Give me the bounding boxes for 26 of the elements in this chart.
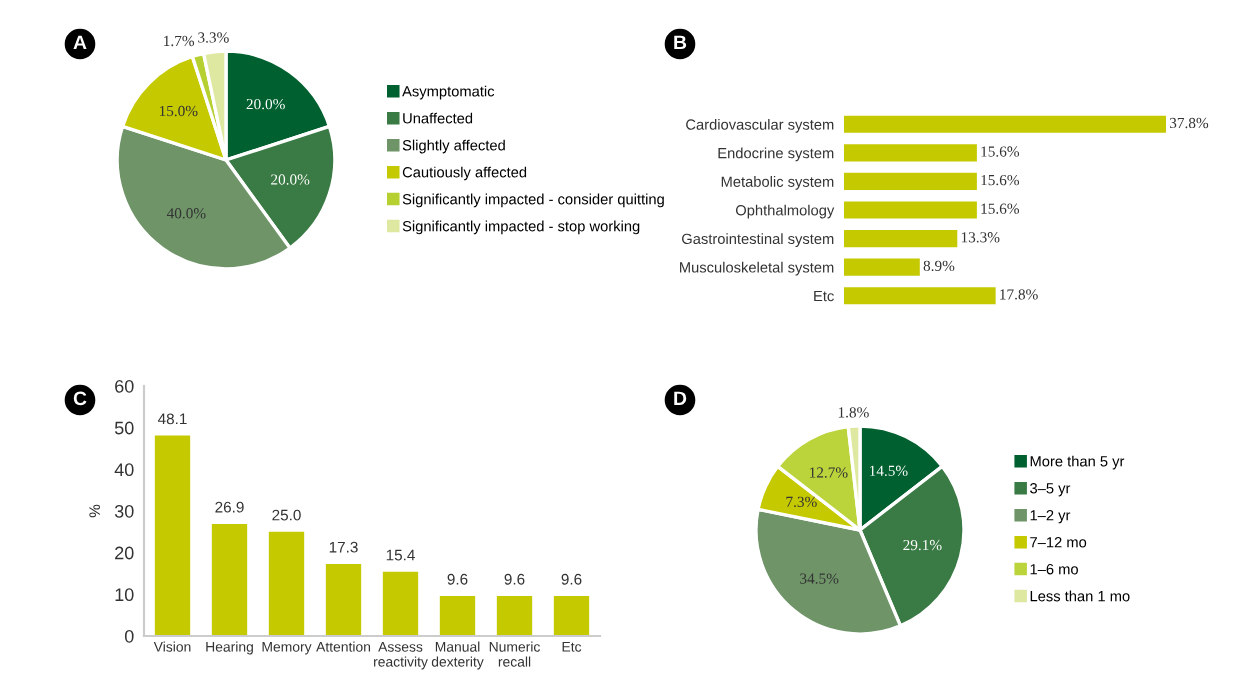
bar — [268, 531, 305, 636]
y-tick-label: 0 — [124, 629, 134, 643]
y-tick-label: 20 — [115, 546, 134, 560]
bar — [154, 435, 191, 636]
bar — [844, 258, 920, 276]
text: A — [73, 35, 87, 50]
bar — [553, 596, 590, 636]
bar — [844, 172, 977, 190]
y-tick-label: 10 — [115, 588, 134, 602]
bar — [844, 115, 1166, 133]
bar — [496, 596, 533, 636]
bar — [844, 144, 977, 162]
y-tick-label: 50 — [114, 421, 134, 435]
y-tick-label: 30 — [114, 504, 134, 518]
y-tick-label: 60 — [115, 379, 134, 393]
bar — [439, 596, 476, 636]
y-tick-label: 40 — [114, 463, 134, 477]
text: B — [674, 35, 687, 50]
bar — [382, 571, 419, 636]
text: C — [73, 391, 87, 406]
bar — [211, 523, 248, 636]
bar — [844, 287, 996, 305]
bar — [325, 563, 362, 636]
text: D — [674, 391, 687, 406]
bar — [844, 201, 977, 219]
bar — [844, 230, 958, 248]
